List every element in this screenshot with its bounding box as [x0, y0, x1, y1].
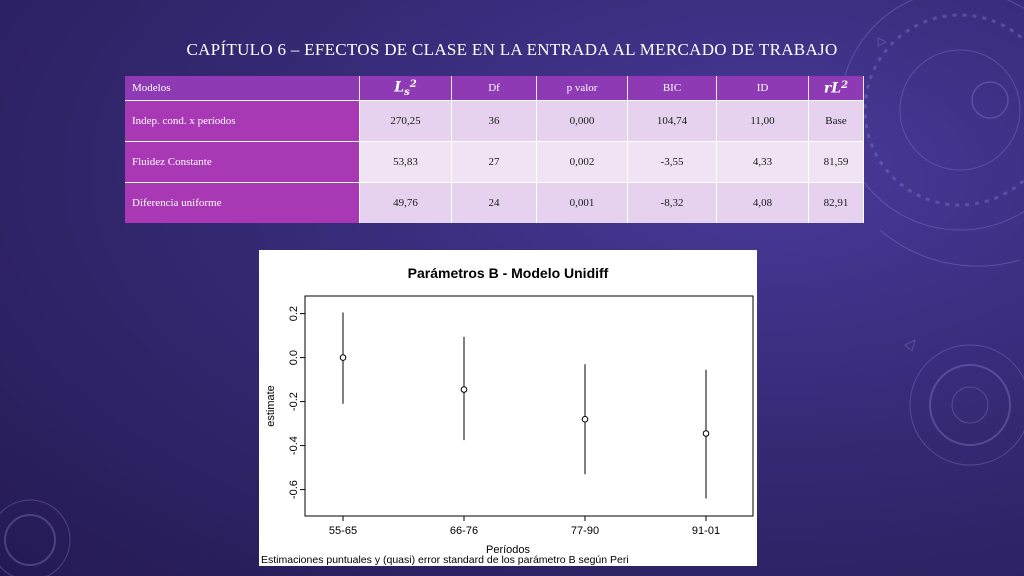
cell-bic: -8,32: [627, 182, 717, 223]
x-tick-label: 66-76: [450, 525, 478, 537]
cell-df: 24: [451, 182, 537, 223]
table-row: Diferencia uniforme 49,76 24 0,001 -8,32…: [125, 182, 864, 223]
plot-frame: [304, 295, 754, 517]
x-tick-label: 55-65: [329, 525, 357, 537]
col-header-df: Df: [451, 76, 537, 101]
col-header-bic: BIC: [627, 76, 717, 101]
cell-id: 4,08: [716, 182, 809, 223]
x-tick-label: 91-01: [692, 525, 720, 537]
col-header-pvalor: p valor: [536, 76, 628, 101]
col-header-id: ID: [716, 76, 809, 101]
cell-modelo: Fluidez Constante: [125, 141, 360, 183]
cell-modelo: Indep. cond. x períodos: [125, 100, 360, 142]
estimate-point: [339, 354, 347, 361]
y-tick-label: -0.4: [288, 436, 300, 455]
cell-id: 4,33: [716, 141, 809, 183]
chart-caption: Estimaciones puntuales y (quasi) error s…: [261, 554, 629, 566]
y-axis-label: estimate: [265, 385, 277, 427]
y-tick-label: -0.6: [288, 480, 300, 499]
cell-df: 36: [451, 100, 537, 142]
cell-id: 11,00: [716, 100, 809, 142]
cell-pvalor: 0,002: [536, 141, 628, 183]
table-row: Fluidez Constante 53,83 27 0,002 -3,55 4…: [125, 141, 864, 183]
cell-bic: -3,55: [627, 141, 717, 183]
estimate-point: [460, 386, 468, 393]
col-header-modelos: Modelos: [125, 76, 360, 101]
y-tick-label: 0.2: [288, 306, 300, 321]
chart-image: Parámetros B - Modelo Unidiff Períodos e…: [259, 250, 757, 566]
col-header-l2: Ls2: [359, 76, 452, 101]
cell-pvalor: 0,001: [536, 182, 628, 223]
estimate-point: [702, 430, 710, 437]
cell-bic: 104,74: [627, 100, 717, 142]
cell-rl2: 81,59: [808, 141, 864, 183]
table-header-row: Modelos Ls2 Df p valor BIC ID rL2: [125, 76, 864, 101]
table-row: Indep. cond. x períodos 270,25 36 0,000 …: [125, 100, 864, 142]
cell-modelo: Diferencia uniforme: [125, 182, 360, 223]
cell-l2: 49,76: [359, 182, 452, 223]
y-tick-label: -0.2: [288, 392, 300, 411]
col-header-rl2: rL2: [808, 76, 864, 101]
cell-l2: 53,83: [359, 141, 452, 183]
cell-df: 27: [451, 141, 537, 183]
cell-rl2: 82,91: [808, 182, 864, 223]
estimate-point: [581, 415, 589, 423]
x-tick-label: 77-90: [571, 525, 599, 537]
cell-l2: 270,25: [359, 100, 452, 142]
cell-rl2: Base: [808, 100, 864, 142]
y-tick-label: 0.0: [288, 350, 300, 365]
unidiff-chart: Parámetros B - Modelo Unidiff Períodos e…: [261, 265, 754, 566]
slide-title: CAPÍTULO 6 – EFECTOS DE CLASE EN LA ENTR…: [186, 40, 838, 59]
cell-pvalor: 0,000: [536, 100, 628, 142]
x-axis-label: Períodos: [486, 544, 531, 556]
models-table: Modelos Ls2 Df p valor BIC ID rL2 Indep.…: [125, 76, 864, 223]
chart-title: Parámetros B - Modelo Unidiff: [408, 265, 609, 281]
